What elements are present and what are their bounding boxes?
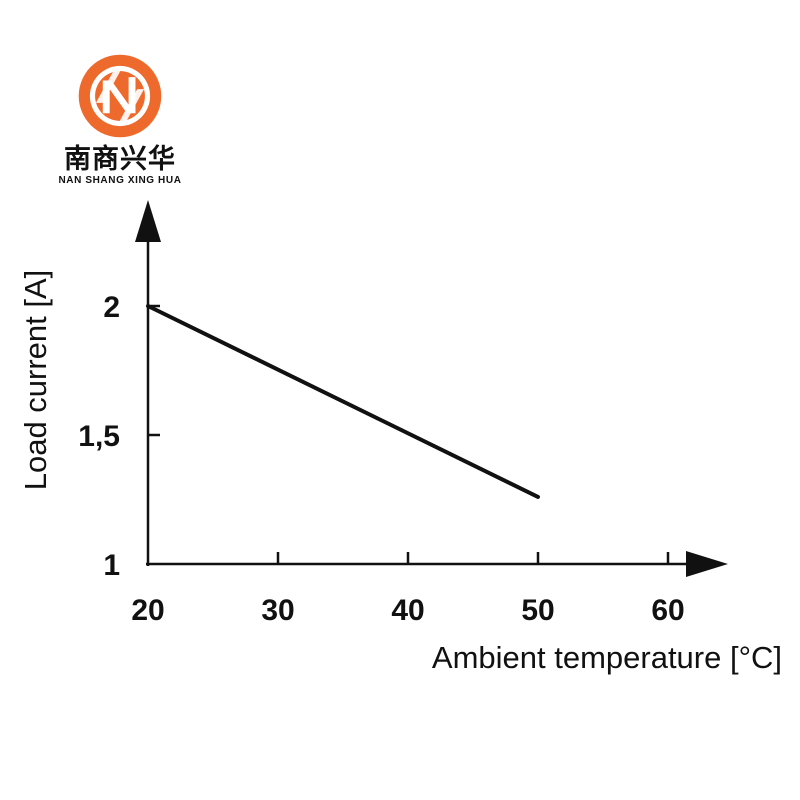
x-tick-label: 50 <box>521 594 554 627</box>
y-tick-label: 1 <box>103 549 120 582</box>
y-axis-arrow-icon <box>135 200 161 242</box>
x-ticks: 20 30 40 50 60 <box>131 552 685 627</box>
series-layer <box>146 304 540 499</box>
x-tick-label: 30 <box>261 594 294 627</box>
y-ticks: 11,52 <box>78 291 160 582</box>
y-axis-label: Load current [A] <box>18 270 53 491</box>
logo-name-chinese: 南商兴华 <box>64 144 176 175</box>
logo-name-english: NAN SHANG XING HUA <box>58 175 182 186</box>
x-tick-label: 20 <box>131 594 164 627</box>
series-line <box>146 304 540 499</box>
chart-axes <box>135 200 728 577</box>
x-axis-arrow-icon <box>686 551 728 577</box>
logo-slash-right <box>118 89 145 124</box>
x-tick-label: 40 <box>391 594 424 627</box>
logo-slash-left <box>95 68 122 103</box>
x-axis-label: Ambient temperature [°C] <box>432 640 782 675</box>
brand-logo-icon <box>78 54 162 138</box>
y-tick-label: 1,5 <box>78 420 120 453</box>
y-tick-label: 2 <box>103 291 120 324</box>
x-tick-label: 60 <box>651 594 684 627</box>
brand-logo: 南商兴华 NAN SHANG XING HUA <box>40 48 200 198</box>
